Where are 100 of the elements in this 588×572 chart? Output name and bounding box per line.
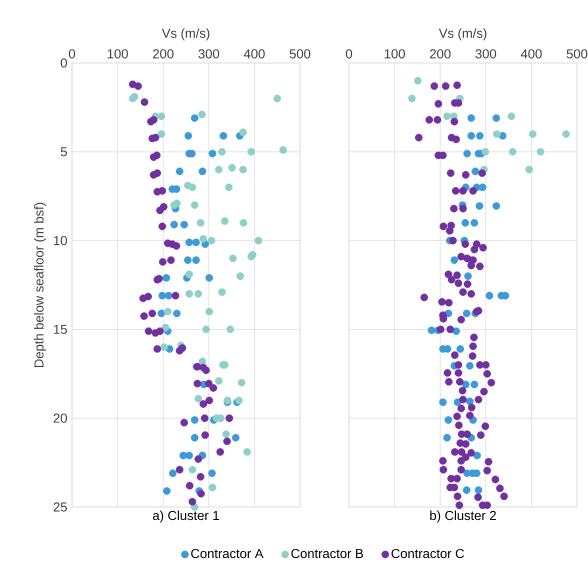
point	[188, 466, 196, 474]
point	[158, 112, 166, 120]
point	[450, 256, 458, 264]
point	[218, 148, 226, 156]
point	[185, 452, 193, 460]
point	[220, 132, 228, 140]
point	[228, 164, 236, 172]
point	[226, 414, 234, 422]
point	[188, 184, 196, 192]
point	[247, 148, 256, 156]
point	[163, 487, 171, 495]
x-tick-label: 300	[475, 49, 496, 58]
point	[463, 150, 471, 158]
point	[153, 345, 162, 353]
point	[144, 292, 152, 300]
y-tick-label: 15	[54, 324, 67, 334]
point	[466, 362, 474, 370]
point	[473, 452, 481, 460]
point	[208, 484, 216, 492]
x-tick-label: 500	[566, 49, 588, 58]
x-tick-label: 0	[68, 49, 76, 58]
point	[153, 169, 162, 177]
point	[198, 110, 206, 118]
x-tick-label: 100	[108, 49, 128, 58]
point	[472, 168, 480, 176]
point	[474, 486, 482, 494]
point	[462, 380, 470, 388]
point	[158, 292, 166, 300]
point	[508, 112, 516, 120]
point	[208, 150, 216, 158]
y-tick-label: 25	[54, 502, 67, 512]
point	[240, 219, 248, 227]
point	[197, 490, 205, 498]
point	[562, 130, 570, 138]
point	[476, 132, 484, 140]
point	[186, 482, 194, 490]
x-tick-label: 200	[153, 49, 174, 58]
point	[190, 114, 198, 122]
point	[439, 398, 447, 406]
point	[226, 326, 234, 334]
point	[220, 217, 229, 225]
x-axis-title: Vs (m/s)	[162, 28, 210, 40]
point	[461, 219, 470, 227]
point	[205, 308, 214, 316]
point	[486, 292, 494, 300]
point	[476, 202, 484, 210]
point	[456, 345, 464, 353]
point	[140, 98, 148, 106]
point	[202, 366, 210, 374]
point	[464, 272, 472, 280]
x-tick-label: 500	[290, 49, 310, 58]
point	[164, 292, 172, 300]
y-tick-label: 20	[54, 414, 67, 423]
point	[192, 238, 200, 246]
point	[239, 166, 247, 174]
point	[428, 326, 436, 334]
y-axis-title: Depth below seafloor (m bsf)	[34, 202, 46, 368]
point	[215, 166, 223, 174]
point	[184, 256, 192, 264]
point	[194, 290, 202, 298]
point	[198, 168, 206, 176]
y-tick-label: 5	[60, 147, 67, 156]
point	[192, 256, 200, 264]
point	[492, 114, 500, 122]
point	[223, 437, 231, 446]
point	[158, 222, 166, 230]
point	[160, 343, 168, 351]
point	[198, 358, 206, 366]
text: b) Cluster 2	[430, 510, 496, 523]
legend-label: Contractor B	[291, 548, 363, 558]
point	[172, 242, 180, 250]
point	[205, 396, 214, 404]
point	[172, 292, 180, 300]
x-tick-label: 200	[430, 49, 451, 58]
point	[279, 146, 287, 154]
point	[216, 448, 224, 456]
point	[180, 220, 188, 228]
point	[185, 290, 193, 298]
point	[243, 448, 251, 456]
point	[215, 377, 223, 385]
point	[462, 486, 470, 494]
y-tick-label: 10	[54, 236, 67, 246]
point	[200, 414, 208, 422]
point	[238, 378, 246, 386]
point	[492, 202, 500, 210]
x-tick-label: 0	[346, 49, 352, 58]
point	[190, 416, 198, 424]
point	[173, 200, 181, 208]
point	[185, 270, 193, 278]
point	[462, 310, 470, 318]
point	[140, 312, 148, 320]
point	[167, 256, 175, 264]
point	[478, 184, 486, 192]
point	[158, 187, 166, 195]
point	[176, 168, 184, 176]
point	[180, 418, 188, 426]
point	[162, 274, 170, 282]
x-tick-label: 300	[198, 49, 220, 58]
text: a) Cluster 1	[152, 510, 219, 523]
point	[158, 310, 166, 318]
